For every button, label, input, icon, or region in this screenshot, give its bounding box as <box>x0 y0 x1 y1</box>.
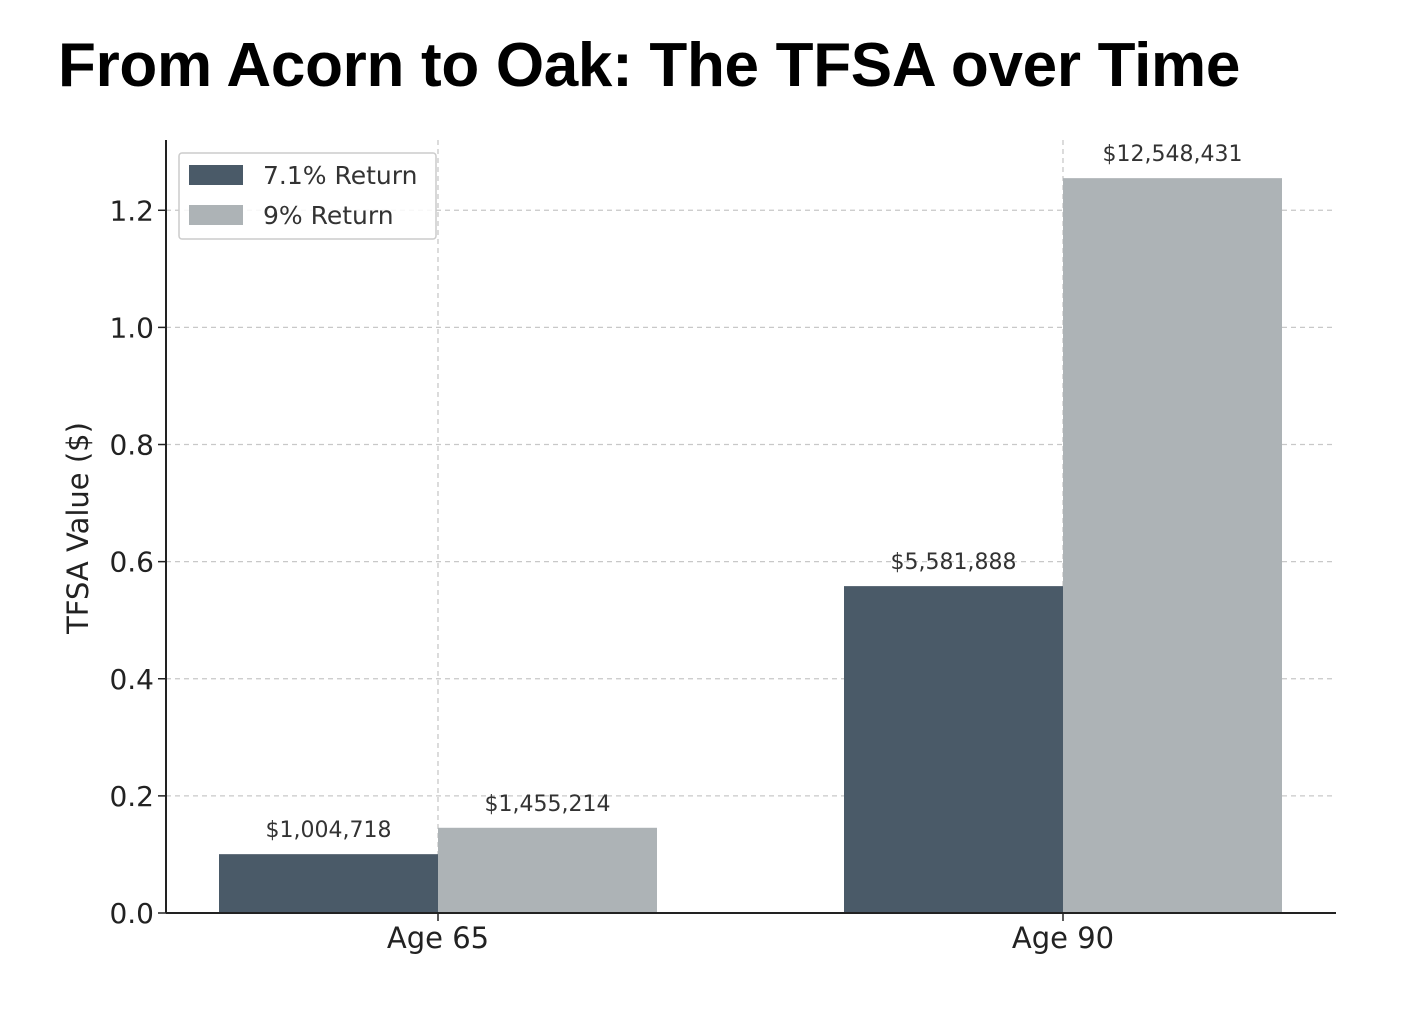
y-tick-label: 0.2 <box>109 780 154 813</box>
x-tick-label: Age 65 <box>387 921 489 955</box>
bar-return-7-1 <box>219 854 438 913</box>
legend: 7.1% Return 9% Return <box>178 152 437 240</box>
chart-title: From Acorn to Oak: The TFSA over Time <box>58 31 1241 100</box>
y-tick-label: 0.8 <box>109 429 154 462</box>
x-tick-label: Age 90 <box>1012 921 1114 955</box>
y-tick-label: 1.2 <box>109 194 154 227</box>
legend-swatch <box>189 205 243 225</box>
legend-swatch <box>189 165 243 185</box>
y-ticks: 0.0 0.2 0.4 0.6 0.8 1.0 1.2 <box>109 194 166 930</box>
bar-return-9 <box>1063 178 1282 914</box>
data-labels: $1,004,718 $5,581,888 $1,455,214 $12,548,43… <box>266 142 1243 843</box>
y-tick-label: 0.4 <box>109 663 154 696</box>
axes <box>165 140 1336 914</box>
y-axis-title: TFSA Value ($) <box>61 422 95 635</box>
x-ticks: Age 65 Age 90 <box>387 913 1114 955</box>
bar-value-label: $1,455,214 <box>485 792 611 817</box>
bars <box>219 178 1282 914</box>
y-tick-label: 0.6 <box>109 546 154 579</box>
bar-return-9 <box>438 827 657 913</box>
bar-value-label: $5,581,888 <box>891 550 1017 575</box>
bar-value-label: $12,548,431 <box>1103 142 1243 167</box>
legend-label: 9% Return <box>263 201 394 230</box>
bar-value-label: $1,004,718 <box>266 818 392 843</box>
y-tick-label: 1.0 <box>109 311 154 344</box>
bar-return-7-1 <box>844 586 1063 913</box>
legend-box <box>178 152 437 240</box>
legend-label: 7.1% Return <box>263 161 417 190</box>
y-tick-label: 0.0 <box>109 897 154 930</box>
